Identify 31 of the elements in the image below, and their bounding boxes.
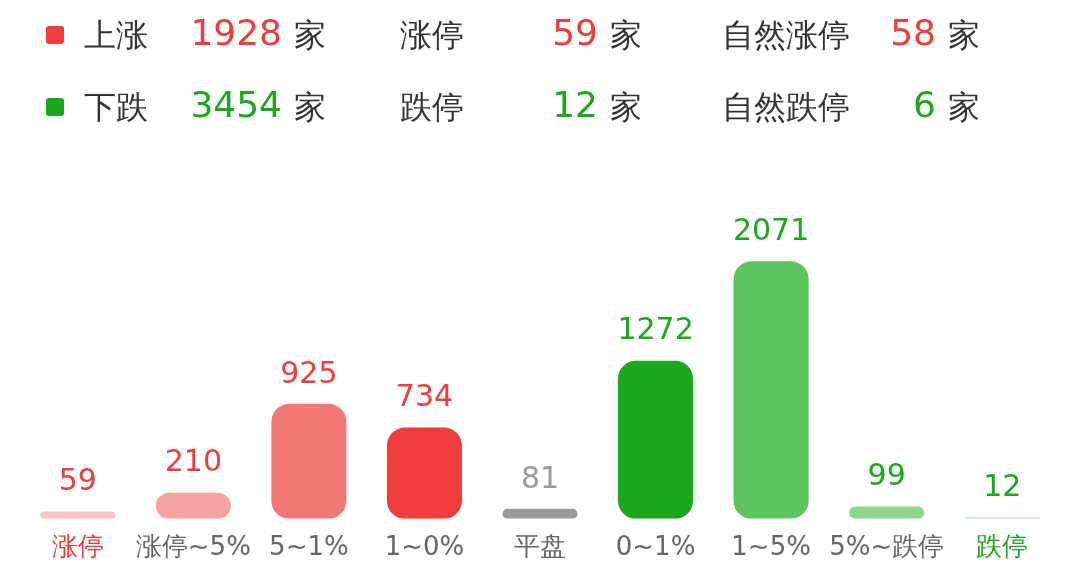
bar: [733, 261, 809, 519]
text: 涨停 59 家: [400, 12, 642, 54]
data-label: 59: [58, 462, 97, 498]
x-tick-label: 5~1%: [269, 531, 349, 562]
data-label: 81: [520, 459, 560, 495]
data-label: 210: [164, 443, 222, 479]
bar: [849, 506, 925, 519]
text: 自然涨停 58 家: [722, 12, 980, 54]
x-tick-label: 涨停: [51, 531, 104, 562]
data-label: 734: [395, 378, 454, 414]
text: 上涨 1928 家: [84, 12, 326, 54]
x-tick-label: 0~1%: [615, 531, 696, 562]
x-tick-label: 1~0%: [384, 531, 465, 562]
x-tick-label: 涨停~5%: [135, 531, 251, 562]
bar: [40, 511, 116, 519]
data-label: 2071: [732, 212, 810, 248]
data-label: 1272: [617, 311, 694, 347]
x-tick-label: 5%~跌停: [829, 531, 945, 562]
data-label: 925: [280, 354, 338, 390]
data-label: 99: [867, 457, 906, 493]
text: 跌停 12 家: [400, 84, 642, 126]
x-tick-label: 1~5%: [731, 531, 811, 562]
bar: [386, 427, 462, 519]
x-tick-label: 平盘: [514, 531, 566, 562]
bar: [618, 360, 694, 519]
bar: [271, 403, 347, 519]
text: 下跌 3454 家: [84, 84, 326, 126]
text: 自然跌停 6 家: [722, 84, 980, 126]
data-label: 12: [983, 468, 1022, 504]
bar: [502, 508, 578, 519]
x-tick-label: 跌停: [976, 531, 1029, 562]
